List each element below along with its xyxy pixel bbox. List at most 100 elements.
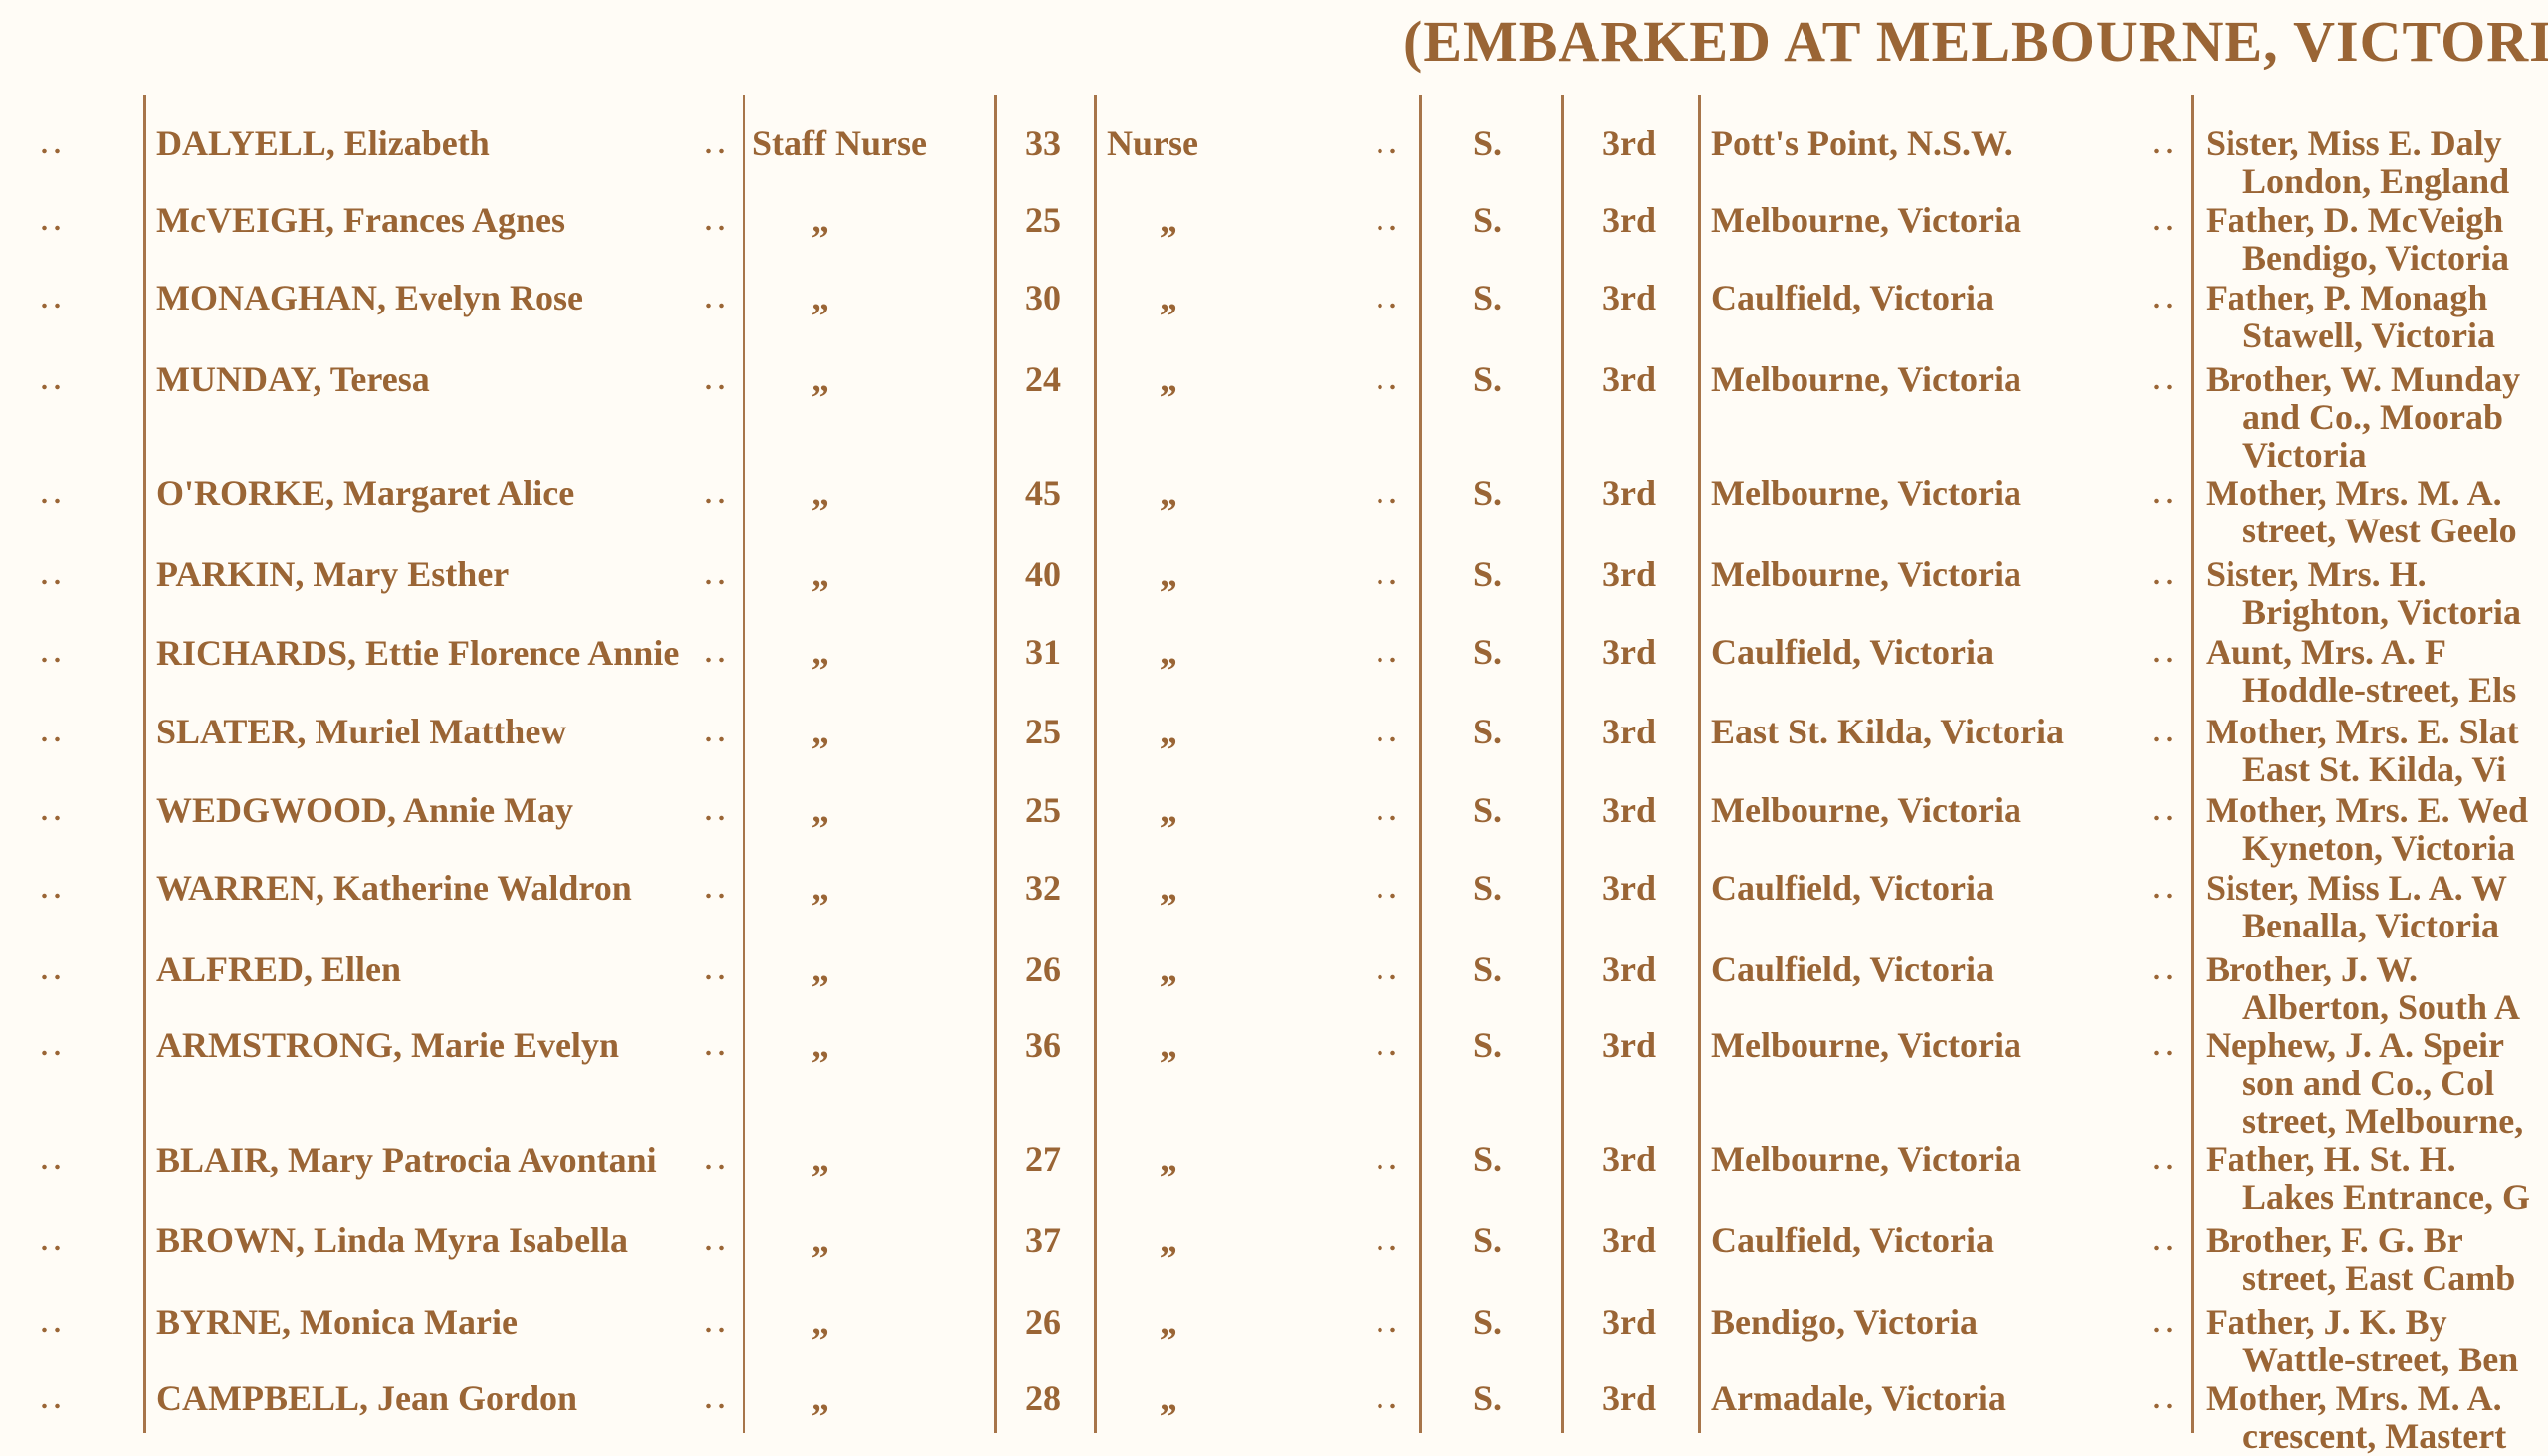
address: Caulfield, Victoria <box>1711 868 1994 908</box>
rank: „ <box>811 1140 829 1179</box>
leader-dots <box>702 974 728 980</box>
leader-dots <box>2150 579 2176 585</box>
leader-dots <box>702 657 728 663</box>
leader-dots <box>1374 1327 1399 1333</box>
next-of-kin-line: Father, J. K. By <box>2206 1302 2447 1342</box>
leader-dots <box>2150 303 2176 309</box>
next-of-kin-line: Benalla, Victoria <box>2242 906 2499 945</box>
next-of-kin-line: Aunt, Mrs. A. F <box>2206 632 2446 672</box>
position: „ <box>1160 1220 1177 1260</box>
next-of-kin-line: Mother, Mrs. E. Wed <box>2206 790 2528 830</box>
leader-dots <box>702 893 728 899</box>
next-of-kin-line: Sister, Miss E. Daly <box>2206 123 2502 163</box>
next-of-kin-line: and Co., Moorab <box>2242 397 2504 437</box>
leader-dots <box>2150 498 2176 504</box>
age: 25 <box>1025 200 1061 240</box>
position: „ <box>1160 868 1177 908</box>
next-of-kin-line: street, West Geelo <box>2242 511 2517 550</box>
class: 3rd <box>1602 1220 1656 1260</box>
leader-dots <box>702 1327 728 1333</box>
next-of-kin-line: Victoria <box>2242 435 2367 475</box>
column-rule <box>1419 95 1422 1433</box>
rank: „ <box>811 1220 829 1260</box>
status: S. <box>1473 278 1503 317</box>
next-of-kin-line: East St. Kilda, Vi <box>2242 749 2507 789</box>
column-rule <box>743 95 745 1433</box>
leader-dots <box>702 498 728 504</box>
position: „ <box>1160 554 1177 594</box>
age: 30 <box>1025 278 1061 317</box>
leader-dots <box>1374 974 1399 980</box>
name: WARREN, Katherine Waldron <box>156 868 632 908</box>
status: S. <box>1473 123 1503 163</box>
next-of-kin-line: Bendigo, Victoria <box>2242 238 2509 278</box>
column-rule <box>143 95 146 1433</box>
position: „ <box>1160 949 1177 989</box>
next-of-kin-line: Father, H. St. H. <box>2206 1140 2456 1179</box>
next-of-kin-line: street, East Camb <box>2242 1258 2516 1298</box>
next-of-kin-line: Brother, J. W. <box>2206 949 2419 989</box>
name: O'RORKE, Margaret Alice <box>156 473 575 513</box>
age: 25 <box>1025 790 1061 830</box>
address: Melbourne, Victoria <box>1711 1025 2021 1065</box>
leader-dots <box>1374 815 1399 821</box>
status: S. <box>1473 1302 1503 1342</box>
class: 3rd <box>1602 359 1656 399</box>
next-of-kin-line: Father, P. Monagh <box>2206 278 2488 317</box>
leader-dots <box>1374 1164 1399 1170</box>
age: 40 <box>1025 554 1061 594</box>
rank: „ <box>811 632 829 672</box>
leader-dots <box>2150 815 2176 821</box>
next-of-kin-line: London, England <box>2242 161 2510 201</box>
leader-dots <box>38 1050 64 1056</box>
leader-dots <box>1374 1050 1399 1056</box>
leader-dots <box>38 498 64 504</box>
rank: „ <box>811 949 829 989</box>
leader-dots <box>1374 303 1399 309</box>
age: 31 <box>1025 632 1061 672</box>
status: S. <box>1473 359 1503 399</box>
address: Melbourne, Victoria <box>1711 554 2021 594</box>
class: 3rd <box>1602 949 1656 989</box>
age: 37 <box>1025 1220 1061 1260</box>
next-of-kin-line: Hoddle-street, Els <box>2242 670 2517 710</box>
leader-dots <box>38 225 64 231</box>
rank: „ <box>811 868 829 908</box>
next-of-kin-line: son and Co., Col <box>2242 1063 2495 1103</box>
class: 3rd <box>1602 1378 1656 1418</box>
rank: „ <box>811 200 829 240</box>
status: S. <box>1473 1378 1503 1418</box>
name: CAMPBELL, Jean Gordon <box>156 1378 578 1418</box>
leader-dots <box>1374 225 1399 231</box>
age: 27 <box>1025 1140 1061 1179</box>
rank: „ <box>811 1302 829 1342</box>
leader-dots <box>1374 657 1399 663</box>
name: McVEIGH, Frances Agnes <box>156 200 565 240</box>
name: WEDGWOOD, Annie May <box>156 790 574 830</box>
status: S. <box>1473 200 1503 240</box>
address: Bendigo, Victoria <box>1711 1302 1978 1342</box>
age: 33 <box>1025 123 1061 163</box>
address: Caulfield, Victoria <box>1711 632 1994 672</box>
leader-dots <box>1374 736 1399 742</box>
next-of-kin-line: Kyneton, Victoria <box>2242 828 2515 868</box>
position: „ <box>1160 359 1177 399</box>
name: PARKIN, Mary Esther <box>156 554 510 594</box>
leader-dots <box>38 1327 64 1333</box>
status: S. <box>1473 712 1503 751</box>
next-of-kin-line: Brighton, Victoria <box>2242 592 2521 632</box>
address: Armadale, Victoria <box>1711 1378 2006 1418</box>
class: 3rd <box>1602 632 1656 672</box>
position: „ <box>1160 1025 1177 1065</box>
leader-dots <box>702 1050 728 1056</box>
class: 3rd <box>1602 1025 1656 1065</box>
status: S. <box>1473 868 1503 908</box>
leader-dots <box>702 225 728 231</box>
leader-dots <box>38 893 64 899</box>
leader-dots <box>38 1245 64 1251</box>
leader-dots <box>38 303 64 309</box>
leader-dots <box>38 1164 64 1170</box>
leader-dots <box>2150 1327 2176 1333</box>
leader-dots <box>702 1164 728 1170</box>
name: SLATER, Muriel Matthew <box>156 712 567 751</box>
